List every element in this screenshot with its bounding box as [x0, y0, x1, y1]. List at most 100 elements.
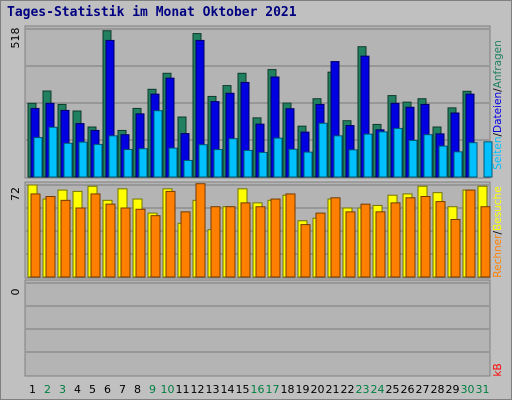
bar-rechner-day-8 [135, 208, 146, 278]
bar-rechner-day-19 [300, 224, 311, 278]
bar-seiten-day-28 [438, 145, 448, 178]
legend-kb: kB [492, 363, 504, 376]
bar-seiten-day-10 [168, 147, 178, 178]
day-label-23: 23 [356, 383, 370, 396]
day-label-18: 18 [281, 383, 295, 396]
legend-visits: Rechner/Besuche [492, 186, 504, 277]
day-label-31: 31 [476, 383, 490, 396]
day-label-17: 17 [266, 383, 280, 396]
y-max-label: 518 [9, 28, 22, 49]
day-label-12: 12 [191, 383, 205, 396]
legend-kb-label: kB [492, 363, 504, 376]
bar-rechner-day-20 [315, 212, 326, 278]
chart-marks [27, 30, 493, 278]
bar-rechner-day-4 [75, 207, 86, 278]
bar-seiten-day-22 [348, 149, 358, 178]
day-label-3: 3 [59, 383, 66, 396]
bar-seiten-day-14 [228, 138, 238, 178]
bar-seiten-day-23 [363, 133, 373, 178]
bar-seiten-day-21 [333, 135, 343, 178]
day-label-29: 29 [446, 383, 460, 396]
bar-rechner-day-16 [255, 206, 266, 278]
bar-rechner-day-27 [420, 196, 431, 278]
day-label-5: 5 [89, 383, 96, 396]
bar-seiten-day-3 [63, 142, 73, 178]
bar-rechner-day-22 [345, 211, 356, 278]
day-label-13: 13 [206, 383, 220, 396]
bar-seiten-day-27 [423, 134, 433, 178]
legend-anfragen: Anfragen [492, 40, 504, 88]
bar-seiten-day-25 [393, 127, 403, 178]
bar-seiten-day-13 [213, 149, 223, 178]
bar-seiten-day-20 [318, 122, 328, 178]
bar-rechner-day-28 [435, 201, 446, 278]
day-label-6: 6 [104, 383, 111, 396]
bar-seiten-day-18 [288, 148, 298, 178]
day-label-8: 8 [134, 383, 141, 396]
legend-separator: / [492, 88, 504, 92]
bar-seiten-day-6 [108, 135, 118, 178]
day-label-30: 30 [461, 383, 475, 396]
bar-rechner-day-25 [390, 202, 401, 278]
bar-seiten-day-19 [303, 151, 313, 178]
bar-seiten-day-29 [453, 151, 463, 178]
bar-rechner-day-15 [240, 202, 251, 278]
legend-seiten: Seiten [492, 137, 504, 170]
bar-rechner-day-3 [60, 199, 71, 278]
bar-rechner-day-14 [225, 206, 236, 278]
bar-rechner-day-11 [180, 211, 191, 278]
day-label-27: 27 [416, 383, 430, 396]
legend-separator: / [492, 133, 504, 137]
day-label-19: 19 [296, 383, 310, 396]
day-label-26: 26 [401, 383, 415, 396]
bar-rechner-day-1 [30, 193, 41, 278]
bar-rechner-day-5 [90, 193, 101, 278]
bar-seiten-day-9 [153, 110, 163, 178]
bar-seiten-day-5 [93, 143, 103, 178]
day-label-1: 1 [29, 383, 36, 396]
bar-seiten-day-7 [123, 149, 133, 178]
bar-seiten-day-1 [33, 137, 43, 178]
bar-rechner-day-6 [105, 203, 116, 278]
y-max-label: 0 [9, 289, 22, 296]
bar-seiten-day-2 [48, 126, 58, 178]
day-label-24: 24 [371, 383, 385, 396]
day-label-4: 4 [74, 383, 81, 396]
bar-rechner-day-12 [195, 183, 206, 278]
bar-rechner-day-13 [210, 206, 221, 278]
legend-rechner: Rechner [492, 234, 504, 278]
bar-seiten-day-24 [378, 131, 388, 178]
bar-seiten-day-8 [138, 148, 148, 178]
bar-seiten-day-31 [483, 141, 493, 178]
legend-besuche: Besuche [492, 186, 504, 231]
bar-rechner-day-24 [375, 211, 386, 278]
day-label-22: 22 [341, 383, 355, 396]
bar-seiten-day-17 [273, 137, 283, 178]
bar-rechner-day-18 [285, 193, 296, 278]
bar-rechner-day-31 [480, 206, 491, 278]
bar-rechner-day-10 [165, 190, 176, 278]
legend-separator: / [492, 231, 504, 235]
bar-rechner-day-2 [45, 196, 56, 278]
bar-seiten-day-26 [408, 139, 418, 178]
bar-rechner-day-7 [120, 207, 131, 278]
bar-rechner-day-23 [360, 203, 371, 278]
day-label-10: 10 [161, 383, 175, 396]
day-label-16: 16 [251, 383, 265, 396]
legend-requests: Seiten/Dateien/Anfragen [492, 40, 504, 170]
bar-rechner-day-17 [270, 198, 281, 278]
bar-seiten-day-15 [243, 149, 253, 178]
bar-seiten-day-11 [183, 159, 193, 178]
day-label-14: 14 [221, 383, 235, 396]
day-label-11: 11 [176, 383, 190, 396]
day-label-2: 2 [44, 383, 51, 396]
day-label-7: 7 [119, 383, 126, 396]
bar-rechner-day-30 [465, 189, 476, 278]
panel-kb [24, 279, 491, 377]
bar-seiten-day-30 [468, 142, 478, 178]
legend-dateien: Dateien [492, 92, 504, 133]
y-max-label: 72 [9, 187, 22, 201]
bar-rechner-day-21 [330, 197, 341, 278]
